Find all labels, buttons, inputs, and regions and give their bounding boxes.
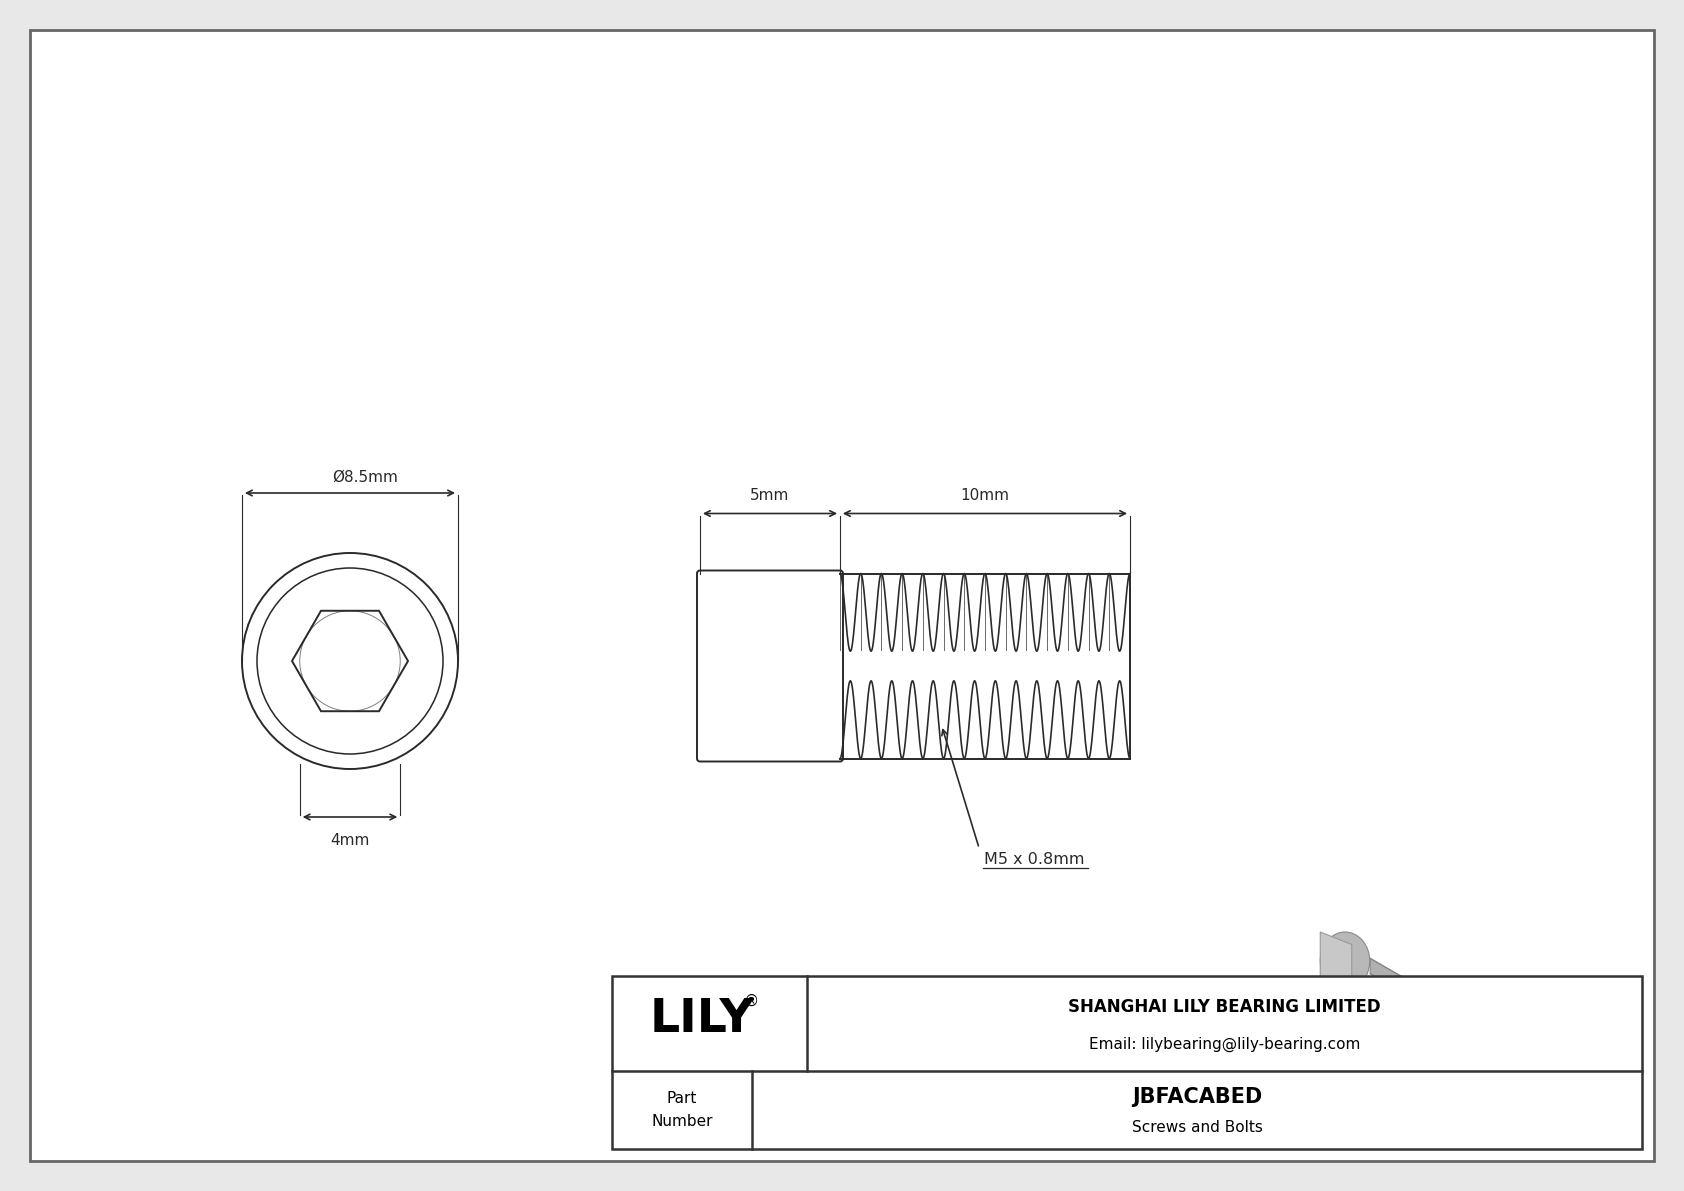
Ellipse shape <box>1349 983 1369 991</box>
Ellipse shape <box>1320 933 1369 990</box>
Text: Email: lilybearing@lily-bearing.com: Email: lilybearing@lily-bearing.com <box>1090 1037 1361 1052</box>
Polygon shape <box>1371 959 1474 1034</box>
Text: LILY: LILY <box>650 997 754 1042</box>
Text: 10mm: 10mm <box>960 488 1009 504</box>
Text: ®: ® <box>744 994 759 1009</box>
Text: SHANGHAI LILY BEARING LIMITED: SHANGHAI LILY BEARING LIMITED <box>1068 998 1381 1016</box>
Text: JBFACABED: JBFACABED <box>1132 1086 1261 1106</box>
Text: 4mm: 4mm <box>330 833 370 848</box>
Text: Screws and Bolts: Screws and Bolts <box>1132 1120 1263 1135</box>
Text: Ø8.5mm: Ø8.5mm <box>332 470 397 485</box>
Text: 5mm: 5mm <box>751 488 790 504</box>
Ellipse shape <box>1335 979 1386 997</box>
Text: Part
Number: Part Number <box>652 1091 712 1129</box>
Text: M5 x 0.8mm: M5 x 0.8mm <box>983 852 1084 867</box>
Polygon shape <box>1320 933 1352 1003</box>
Bar <box>611 975 1642 1149</box>
